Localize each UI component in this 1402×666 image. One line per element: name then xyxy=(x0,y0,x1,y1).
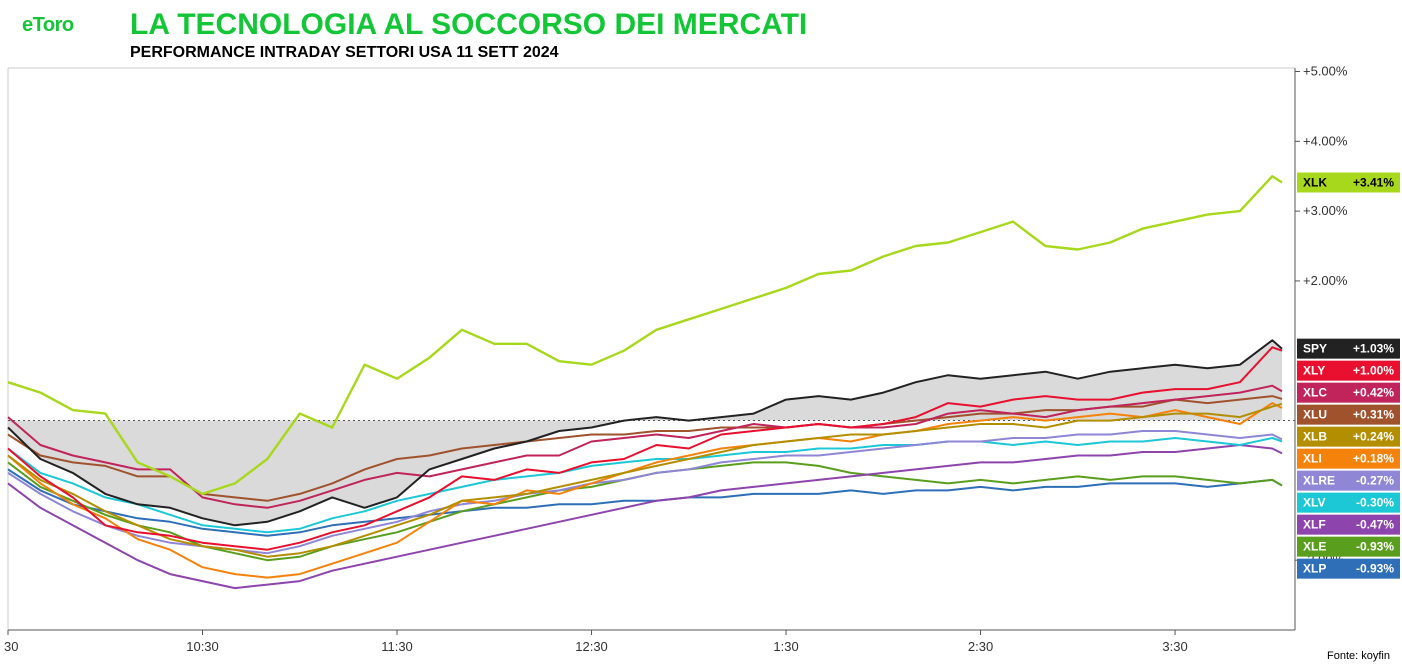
badge-bg xyxy=(1297,382,1400,403)
series-line-xlf xyxy=(7,444,1283,590)
y-axis: +5.00%+4.00%+3.00%+2.00%-2.00% xyxy=(1295,63,1348,567)
x-tick-label: 10:30 xyxy=(186,639,219,654)
series-line-xlb xyxy=(7,402,1283,558)
badge-value: -0.93% xyxy=(1356,540,1394,554)
badge-ticker: SPY xyxy=(1303,342,1327,356)
legend-badge-xle: XLE -0.93% xyxy=(1297,536,1400,557)
badge-bg xyxy=(1297,492,1400,513)
legend-badge-xlre: XLRE -0.27% xyxy=(1297,470,1400,491)
badge-value: +3.41% xyxy=(1353,175,1394,189)
spy-area-layer xyxy=(8,340,1283,526)
legend-badge-xlk: XLK +3.41% xyxy=(1297,172,1400,193)
badge-ticker: XLK xyxy=(1303,175,1327,189)
x-tick-label: 2:30 xyxy=(968,639,993,654)
badge-value: +1.03% xyxy=(1353,342,1394,356)
badge-value: -0.47% xyxy=(1356,518,1394,532)
y-tick-label: +4.00% xyxy=(1303,133,1348,148)
y-tick-label: +3.00% xyxy=(1303,203,1348,218)
badge-bg xyxy=(1297,426,1400,447)
etoro-logo: eToro xyxy=(22,14,74,36)
series-line-xli xyxy=(7,402,1283,579)
badge-ticker: XLI xyxy=(1303,452,1322,466)
badge-bg xyxy=(1297,360,1400,381)
badge-ticker: XLRE xyxy=(1303,474,1335,488)
badge-bg xyxy=(1297,172,1400,193)
badge-ticker: XLY xyxy=(1303,364,1325,378)
badge-ticker: XLU xyxy=(1303,408,1327,422)
series-line-spy xyxy=(7,339,1283,527)
legend-badge-xli: XLI +0.18% xyxy=(1297,448,1400,469)
badge-ticker: XLF xyxy=(1303,518,1326,532)
series-line-xlv xyxy=(7,437,1283,534)
badge-bg xyxy=(1297,558,1400,579)
badge-ticker: XLB xyxy=(1303,430,1327,444)
badge-bg xyxy=(1297,448,1400,469)
legend-badge-xly: XLY +1.00% xyxy=(1297,360,1400,381)
badge-ticker: XLC xyxy=(1303,386,1327,400)
badge-value: -0.27% xyxy=(1356,474,1394,488)
badge-ticker: XLV xyxy=(1303,496,1325,510)
spy-area xyxy=(8,340,1283,526)
badge-value: +0.42% xyxy=(1353,386,1394,400)
legend-badge-spy: SPY +1.03% xyxy=(1297,338,1400,359)
badge-ticker: XLP xyxy=(1303,562,1326,576)
legend-badge-xlc: XLC +0.42% xyxy=(1297,382,1400,403)
series-line-xly xyxy=(7,346,1283,551)
series-line-xlk xyxy=(7,175,1283,496)
legend-badges: XLK +3.41% SPY +1.03% XLY +1.00% XLC +0.42% XLU +… xyxy=(1297,172,1400,579)
source-note: Fonte: koyfin xyxy=(1327,650,1390,662)
badge-value: -0.30% xyxy=(1356,496,1394,510)
x-tick-label: 3:30 xyxy=(1162,639,1187,654)
badge-bg xyxy=(1297,470,1400,491)
badge-bg xyxy=(1297,404,1400,425)
plot-frame xyxy=(7,67,1296,631)
badge-value: +0.31% xyxy=(1353,408,1394,422)
badge-bg xyxy=(1297,514,1400,535)
series-line-xlc xyxy=(7,384,1283,509)
legend-badge-xlv: XLV -0.30% xyxy=(1297,492,1400,513)
legend-badge-xlb: XLB +0.24% xyxy=(1297,426,1400,447)
series-layer xyxy=(7,175,1283,590)
x-tick-label: 30 xyxy=(4,639,18,654)
chart-title: LA TECNOLOGIA AL SOCCORSO DEI MERCATI xyxy=(130,8,808,41)
chart-subtitle: PERFORMANCE INTRADAY SETTORI USA 11 SETT… xyxy=(130,44,559,61)
legend-badge-xlp: XLP -0.93% xyxy=(1297,558,1400,579)
badge-value: +0.24% xyxy=(1353,430,1394,444)
badge-value: +1.00% xyxy=(1353,364,1394,378)
badge-value: +0.18% xyxy=(1353,452,1394,466)
legend-badge-xlu: XLU +0.31% xyxy=(1297,404,1400,425)
y-tick-label: +5.00% xyxy=(1303,63,1348,78)
badge-value: -0.93% xyxy=(1356,562,1394,576)
x-tick-label: 12:30 xyxy=(575,639,608,654)
x-tick-label: 1:30 xyxy=(773,639,798,654)
badge-ticker: XLE xyxy=(1303,540,1326,554)
badge-bg xyxy=(1297,338,1400,359)
badge-bg xyxy=(1297,536,1400,557)
legend-badge-xlf: XLF -0.47% xyxy=(1297,514,1400,535)
x-tick-label: 11:30 xyxy=(381,639,413,654)
x-axis: 30 10:30 11:30 12:30 1:30 2:30 3:30 xyxy=(4,630,1188,654)
y-tick-label: +2.00% xyxy=(1303,273,1348,288)
